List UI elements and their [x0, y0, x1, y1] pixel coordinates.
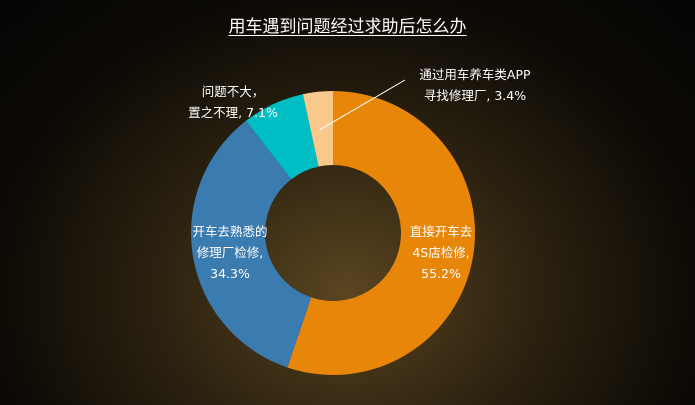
slice-familiar-garage: [190, 120, 312, 368]
slice-label-app: 通过用车养车类APP 寻找修理厂, 3.4%: [419, 67, 531, 103]
slice-4s-shop: [287, 91, 476, 375]
slice-ignore: [245, 94, 319, 180]
slice-label-familiar-garage: 开车去熟悉的 修理厂检修, 34.3%: [192, 224, 268, 281]
slice-label-4s-shop: 直接开车去 4S店检修, 55.2%: [409, 224, 473, 281]
slice-label-ignore: 问题不大， 置之不理, 7.1%: [188, 84, 278, 120]
donut-slices: [190, 91, 476, 375]
chart-title: 用车遇到问题经过求助后怎么办: [228, 17, 467, 37]
slice-app: [302, 91, 333, 167]
app-slice-leader-line: [319, 79, 406, 131]
